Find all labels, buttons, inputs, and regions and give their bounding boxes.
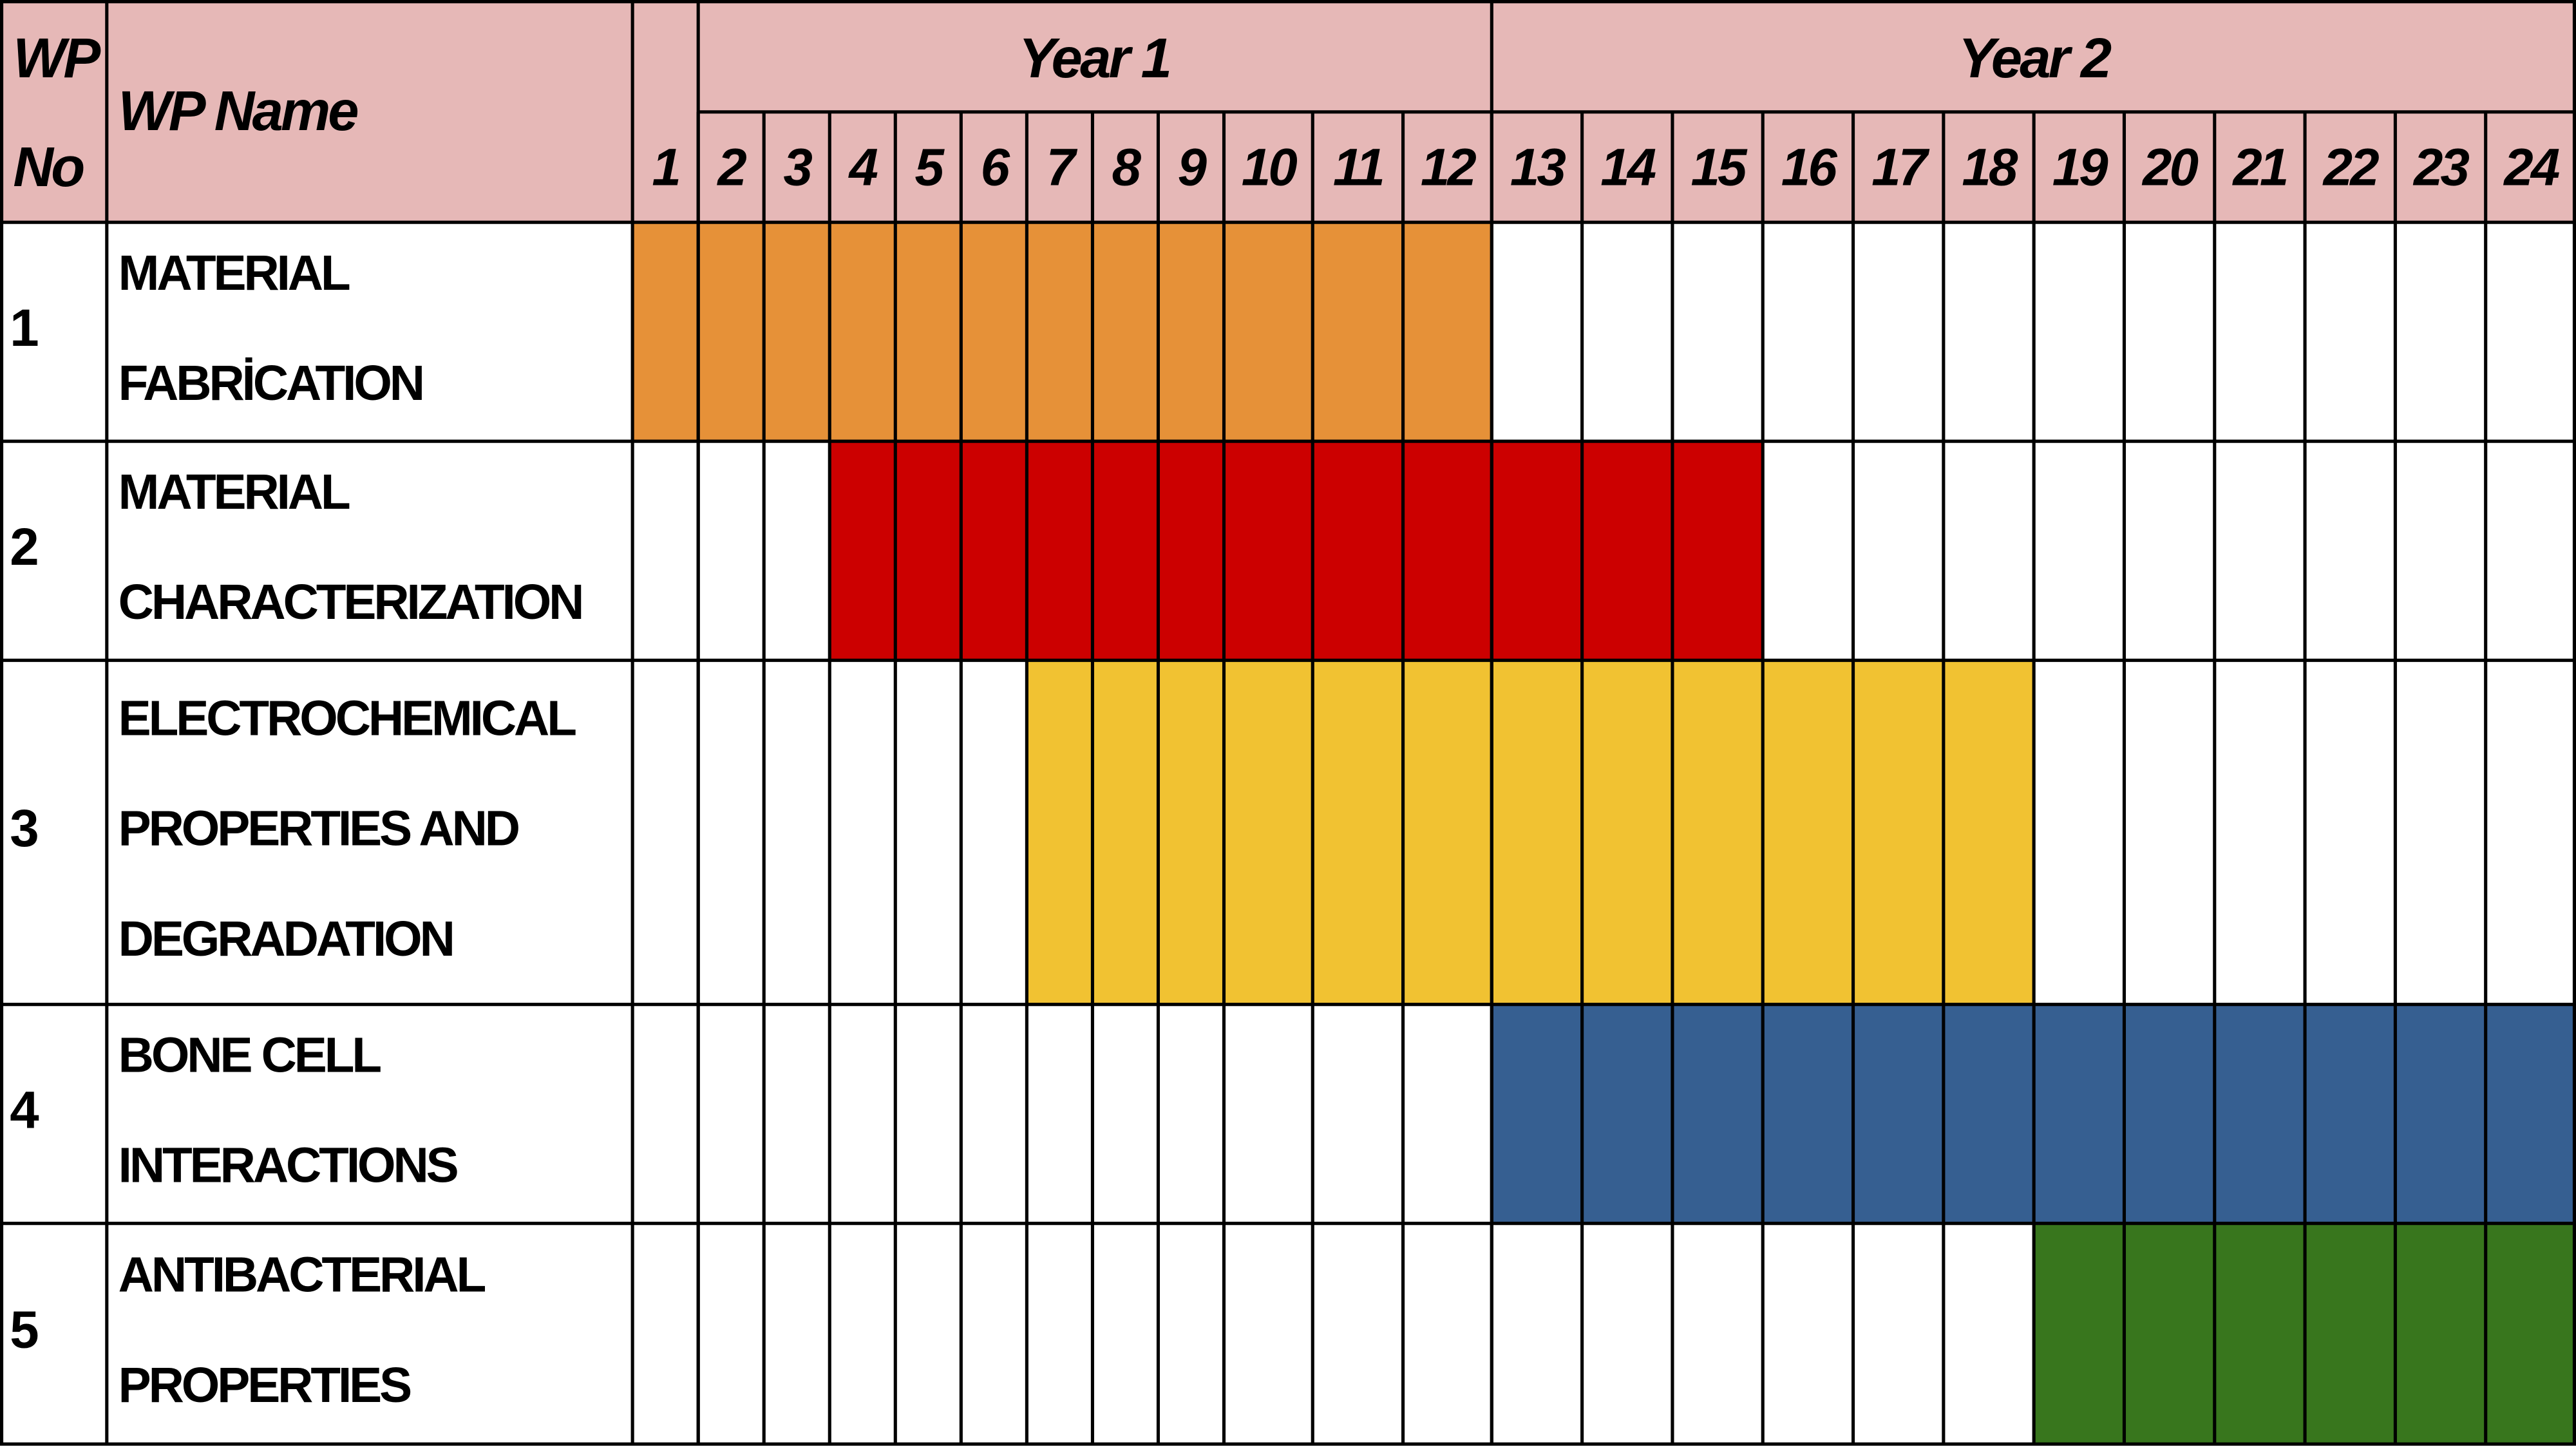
wp-name-line: MATERIAL [118,246,350,301]
task-bar [1027,660,2034,1005]
month-label: 13 [1510,138,1566,196]
month-label: 18 [1962,138,2018,196]
month-label: 22 [2322,138,2380,196]
month-label: 20 [2141,138,2199,196]
wp-no-header: No [13,136,84,198]
wp-name-line: MATERIAL [118,465,350,520]
wp-name-line: ELECTROCHEMICAL [118,691,576,746]
month-label: 4 [848,138,878,196]
task-bar [829,441,1763,661]
month-label: 3 [783,138,812,196]
wp-number: 4 [10,1081,39,1139]
month-label: 5 [915,138,945,196]
wp-name-line: BONE CELL [118,1028,381,1083]
month-label: 8 [1112,138,1142,196]
month-label: 11 [1333,138,1383,196]
month-label: 15 [1691,138,1748,196]
month-label: 19 [2052,138,2109,196]
wp-number: 1 [10,299,39,357]
month-label: 1 [652,138,679,196]
wp-name-line: PROPERTIES [118,1358,411,1413]
month-label: 12 [1421,138,1477,196]
wp-name-line: CHARACTERIZATION [118,575,582,630]
wp-number: 2 [10,518,39,576]
year-header: Year 1 [1019,27,1170,90]
wp-name-header: WP Name [118,80,358,142]
wp-name-line: ANTIBACTERIAL [118,1248,486,1303]
wp-name-line: INTERACTIONS [118,1139,458,1193]
task-bar [632,222,1492,442]
month-label: 14 [1600,138,1656,196]
wp-name-line: PROPERTIES AND [118,802,519,857]
month-label: 17 [1871,138,1930,196]
year-header: Year 2 [1958,27,2112,90]
month-label: 23 [2412,138,2470,196]
month-label: 10 [1242,138,1298,196]
wp-name-line: FABRİCATION [118,356,422,411]
month-label: 21 [2231,138,2287,196]
wp-number: 3 [10,799,39,858]
month-label: 24 [2503,138,2560,196]
wp-no-header: WP [13,27,101,90]
wp-name-line: DEGRADATION [118,912,453,967]
month-label: 9 [1178,138,1208,196]
month-label: 2 [716,138,746,196]
month-label: 6 [981,138,1010,196]
month-label: 16 [1781,138,1838,196]
wp-number: 5 [10,1301,39,1359]
